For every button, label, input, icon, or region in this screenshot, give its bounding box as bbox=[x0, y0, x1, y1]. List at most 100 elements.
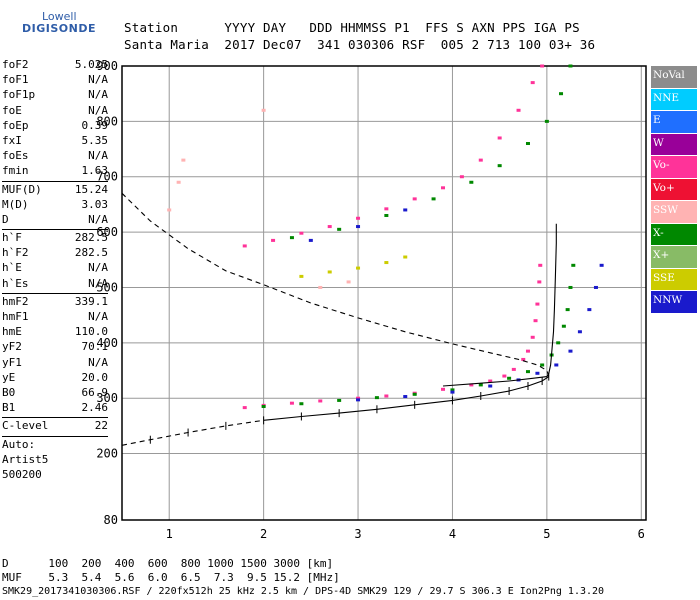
param-row: yF2 70.1 bbox=[2, 340, 108, 355]
echo-point bbox=[403, 208, 408, 212]
x-tick-label: 5 bbox=[543, 527, 550, 541]
echo-point bbox=[488, 379, 493, 383]
echo-point bbox=[497, 164, 502, 168]
logo-line1: Lowell bbox=[42, 10, 77, 23]
echo-point bbox=[571, 263, 576, 267]
echo-point bbox=[327, 270, 332, 274]
echo-point bbox=[384, 394, 389, 398]
param-row: M(D) 3.03 bbox=[2, 198, 108, 213]
param-key: foF1p bbox=[2, 88, 36, 102]
param-key: foF1 bbox=[2, 73, 29, 87]
y-tick-label: 80 bbox=[104, 513, 118, 527]
param-key: h`F bbox=[2, 231, 22, 245]
legend-item: SSW bbox=[651, 201, 697, 224]
param-value: N/A bbox=[88, 310, 108, 323]
echo-point bbox=[469, 180, 474, 184]
echo-point bbox=[521, 357, 526, 361]
param-row: D N/A bbox=[2, 213, 108, 228]
param-value: N/A bbox=[88, 355, 108, 369]
echo-point bbox=[516, 108, 521, 112]
echo-point bbox=[346, 280, 351, 284]
legend-item: NoVal bbox=[651, 66, 697, 89]
header-labels: Station YYYY DAY DDD HHMMSS P1 FFS S AXN… bbox=[124, 20, 580, 35]
echo-point bbox=[469, 383, 474, 387]
echo-point bbox=[538, 263, 543, 267]
echo-point bbox=[356, 225, 361, 229]
legend-item: X- bbox=[651, 223, 697, 246]
param-key: yF1 bbox=[2, 355, 22, 369]
param-key: yE bbox=[2, 370, 16, 384]
echo-point bbox=[441, 186, 446, 190]
params-group-confidence: C-level 22 bbox=[2, 419, 108, 434]
divider bbox=[2, 180, 108, 182]
echo-point bbox=[507, 376, 512, 380]
param-value: 3.03 bbox=[81, 197, 109, 211]
param-row: hmF1 N/A bbox=[2, 310, 108, 325]
legend-item: Vo+ bbox=[651, 178, 697, 201]
param-value: 66.9 bbox=[81, 385, 109, 399]
x-tick-label: 2 bbox=[260, 527, 267, 541]
echo-point bbox=[459, 175, 464, 179]
echo-point bbox=[412, 392, 417, 396]
param-key: h`Es bbox=[2, 276, 29, 290]
echo-point bbox=[242, 406, 247, 410]
echo-point bbox=[384, 213, 389, 217]
echo-point bbox=[261, 108, 266, 112]
y-tick-label: 500 bbox=[96, 280, 118, 294]
param-value: 5.35 bbox=[81, 133, 109, 147]
echo-point bbox=[318, 285, 323, 289]
param-row: foF1 N/A bbox=[2, 73, 108, 88]
param-key: h`F2 bbox=[2, 246, 29, 260]
echo-point bbox=[533, 319, 538, 323]
electron-density-profile bbox=[121, 192, 550, 377]
footer-file-info: SMK29_2017341030306.RSF / 220fx512h 25 k… bbox=[2, 586, 605, 597]
echo-point bbox=[530, 335, 535, 339]
param-key: B1 bbox=[2, 401, 16, 415]
y-tick-label: 600 bbox=[96, 225, 118, 239]
param-row: foF2 5.025 bbox=[2, 58, 108, 73]
params-panel: foF2 5.025 foF1 N/A foF1p N/A foE N/A foEp 0.39 fx… bbox=[2, 58, 108, 483]
echo-point bbox=[261, 405, 266, 408]
param-key: foEs bbox=[2, 149, 29, 163]
echo-point bbox=[271, 238, 276, 242]
echo-point bbox=[540, 64, 545, 68]
param-row: foF1p N/A bbox=[2, 88, 108, 103]
param-value: 2.46 bbox=[81, 401, 109, 415]
echo-point bbox=[544, 119, 549, 123]
param-row: foEs N/A bbox=[2, 149, 108, 164]
divider bbox=[2, 292, 108, 294]
legend-item: SSE bbox=[651, 268, 697, 291]
echo-point bbox=[299, 231, 304, 235]
echo-point bbox=[412, 197, 417, 201]
param-value: N/A bbox=[88, 149, 108, 163]
echo-point bbox=[561, 324, 566, 328]
y-tick-label: 900 bbox=[96, 59, 118, 73]
y-tick-label: 400 bbox=[96, 336, 118, 350]
param-row: B1 2.46 bbox=[2, 401, 108, 416]
autoscale-software: Artist5 bbox=[2, 452, 49, 466]
x-tick-label: 1 bbox=[166, 527, 173, 541]
echo-point bbox=[525, 142, 530, 146]
param-row: foEp 0.39 bbox=[2, 119, 108, 134]
param-row: MUF(D) 15.24 bbox=[2, 183, 108, 198]
param-value: 282.5 bbox=[74, 246, 108, 260]
autoscale-label: Auto: bbox=[2, 437, 36, 451]
params-group-profile: hmF2 339.1 hmF1 N/A hmE 110.0 yF2 70.1 yF1 N/A yE 2… bbox=[2, 295, 108, 417]
echo-point bbox=[374, 396, 379, 400]
echo-point bbox=[318, 399, 323, 403]
param-value: 70.1 bbox=[81, 340, 109, 354]
param-value: 0.39 bbox=[81, 118, 109, 132]
digisonde-logo: Lowell DIGISONDE bbox=[8, 10, 95, 40]
echo-point bbox=[568, 285, 573, 289]
echo-point bbox=[356, 266, 361, 270]
echo-point bbox=[556, 341, 561, 345]
param-key: foF2 bbox=[2, 58, 29, 71]
param-row: yF1 N/A bbox=[2, 356, 108, 371]
param-key: MUF(D) bbox=[2, 182, 42, 196]
param-row: h`Es N/A bbox=[2, 277, 108, 292]
param-key: B0 bbox=[2, 385, 16, 399]
param-key: M(D) bbox=[2, 197, 29, 211]
echo-point bbox=[431, 197, 436, 201]
param-row: hmE 110.0 bbox=[2, 325, 108, 340]
